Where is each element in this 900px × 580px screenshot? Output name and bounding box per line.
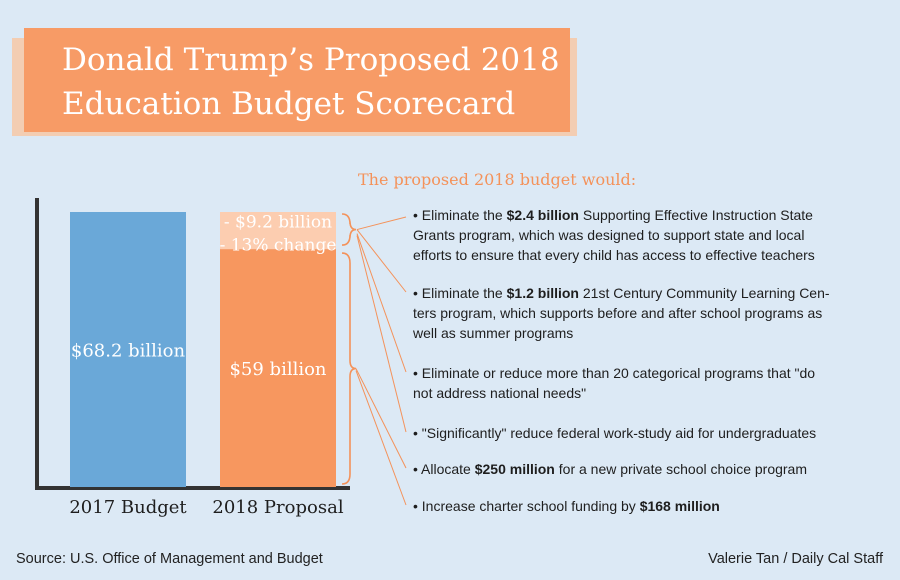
bullet-line: not address national needs"	[413, 383, 879, 403]
bullet-text: not address national needs"	[413, 385, 587, 401]
bullet-line: • Eliminate the $2.4 billion Supporting …	[413, 205, 879, 225]
bullet-item: • Increase charter school funding by $16…	[413, 496, 879, 516]
chart-layer: $68.2 billion $59 billion - $9.2 billion - …	[35, 198, 407, 518]
bullet-text: • Allocate	[413, 461, 475, 477]
bullet-line: well as summer programs	[413, 323, 879, 343]
connector-line	[355, 368, 407, 469]
bar-2018-proposal	[220, 249, 336, 487]
bullet-line: Grants program, which was designed to su…	[413, 225, 879, 245]
reduction-amount-label: - $9.2 billion	[224, 213, 332, 233]
staff-credit: Valerie Tan / Daily Cal Staff	[708, 551, 883, 567]
bullet-text: efforts to ensure that every child has a…	[413, 247, 815, 263]
reduction-brace	[341, 213, 357, 246]
reduction-percent-label: - 13% change	[220, 236, 337, 256]
connector-line	[356, 233, 407, 373]
bullet-item: • "Significantly" reduce federal work-st…	[413, 423, 879, 443]
bullet-text: Grants program, which was designed to su…	[413, 227, 805, 243]
bullet-text: ters program, which supports before and …	[413, 305, 823, 321]
bullet-line: efforts to ensure that every child has a…	[413, 245, 879, 265]
bullet-line: • Increase charter school funding by $16…	[413, 496, 879, 516]
bar-2018-label: $59 billion	[229, 359, 326, 380]
bullet-line: • "Significantly" reduce federal work-st…	[413, 423, 879, 443]
bullet-text: • Eliminate the	[413, 285, 507, 301]
source-note: Source: U.S. Office of Management and Bu…	[16, 551, 323, 567]
bar-2017-budget	[70, 212, 186, 487]
bullet-text: 21st Century Community Learning Cen-	[578, 285, 830, 301]
bullet-text: well as summer programs	[413, 325, 574, 341]
connector-line	[356, 216, 407, 231]
bullet-item: • Allocate $250 million for a new privat…	[413, 459, 879, 479]
bullet-line: • Eliminate or reduce more than 20 categ…	[413, 363, 879, 383]
connector-line	[356, 235, 407, 433]
bullet-text: Supporting Effective Instruction State	[578, 207, 813, 223]
bullet-text: for a new private school choice program	[554, 461, 807, 477]
bullet-text: • "Significantly" reduce federal work-st…	[413, 425, 817, 441]
bullet-line: • Allocate $250 million for a new privat…	[413, 459, 879, 479]
bullet-text: • Eliminate the	[413, 207, 507, 223]
title-line-2: Education Budget Scorecard	[62, 86, 516, 122]
bullet-text: • Eliminate or reduce more than 20 categ…	[413, 365, 816, 381]
bullets-heading: The proposed 2018 budget would:	[358, 170, 637, 189]
connector-line	[355, 370, 407, 506]
proposal-brace	[341, 252, 357, 485]
bullet-amount: $250 million	[474, 461, 555, 477]
title-banner	[24, 28, 570, 132]
bullet-amount: $168 million	[639, 498, 720, 514]
category-label-2017: 2017 Budget	[69, 497, 187, 518]
bullet-item: • Eliminate the $2.4 billion Supporting …	[413, 205, 879, 265]
bullet-line: ters program, which supports before and …	[413, 303, 879, 323]
title-line-1: Donald Trump’s Proposed 2018	[62, 42, 560, 78]
bullet-amount: $2.4 billion	[506, 207, 579, 223]
bar-2017-label: $68.2 billion	[71, 341, 186, 362]
bullet-line: • Eliminate the $1.2 billion 21st Centur…	[413, 283, 879, 303]
bullet-text: • Increase charter school funding by	[413, 498, 640, 514]
bar-2018-reduction	[220, 212, 336, 250]
category-label-2018: 2018 Proposal	[212, 497, 343, 518]
bullet-amount: $1.2 billion	[506, 285, 579, 301]
bullet-item: • Eliminate or reduce more than 20 categ…	[413, 363, 879, 403]
connector-line	[356, 229, 407, 293]
bullet-item: • Eliminate the $1.2 billion 21st Centur…	[413, 283, 879, 343]
